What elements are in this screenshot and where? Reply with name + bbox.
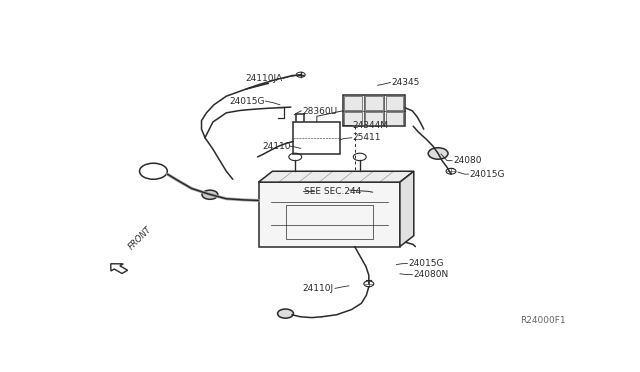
Polygon shape xyxy=(259,171,414,182)
Bar xyxy=(259,182,400,247)
Text: 24344M: 24344M xyxy=(353,121,389,130)
Text: 24110J: 24110J xyxy=(303,284,334,293)
Bar xyxy=(344,96,362,110)
Bar xyxy=(386,112,403,125)
Text: 24015G: 24015G xyxy=(408,259,444,268)
Circle shape xyxy=(278,309,293,318)
Bar xyxy=(344,112,362,125)
Text: 24015G: 24015G xyxy=(229,97,264,106)
Text: R24000F1: R24000F1 xyxy=(520,316,566,325)
Text: SEE SEC.244: SEE SEC.244 xyxy=(304,187,362,196)
Text: 25411: 25411 xyxy=(353,133,381,142)
Bar xyxy=(293,122,340,154)
Circle shape xyxy=(428,148,448,159)
Text: 24110JA: 24110JA xyxy=(245,74,282,83)
Bar xyxy=(365,112,383,125)
Polygon shape xyxy=(400,171,414,247)
Text: 24110: 24110 xyxy=(262,142,291,151)
Circle shape xyxy=(202,190,218,199)
Text: FRONT: FRONT xyxy=(127,225,154,252)
Bar xyxy=(386,96,403,110)
Text: 28360U: 28360U xyxy=(302,107,337,116)
Text: 24080: 24080 xyxy=(453,156,481,165)
Bar xyxy=(286,205,372,240)
Text: 24080N: 24080N xyxy=(413,270,449,279)
Bar xyxy=(343,95,405,126)
Text: 24345: 24345 xyxy=(392,78,420,87)
Text: 24015G: 24015G xyxy=(469,170,505,179)
Bar xyxy=(365,96,383,110)
